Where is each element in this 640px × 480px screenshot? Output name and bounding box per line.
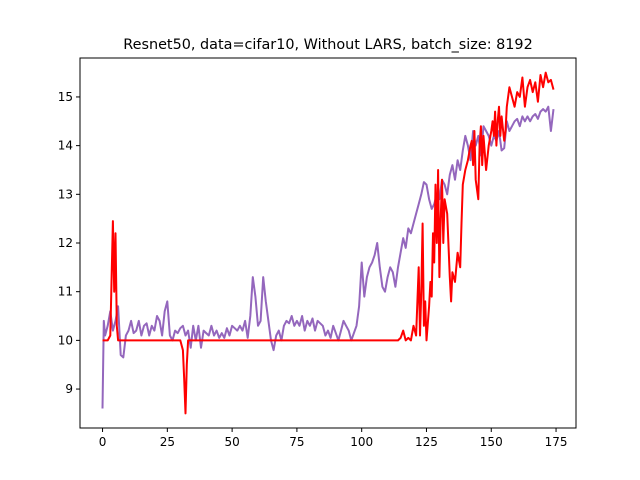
x-axis: 0 25 50 75 100 125 150 175 <box>99 428 568 449</box>
x-tick-label: 175 <box>545 435 568 449</box>
y-tick-label: 14 <box>58 139 73 153</box>
x-tick-label: 150 <box>480 435 503 449</box>
y-tick-label: 10 <box>58 333 73 347</box>
y-axis: 9 10 11 12 13 14 15 <box>58 90 80 396</box>
y-tick-label: 13 <box>58 187 73 201</box>
x-tick-label: 100 <box>350 435 373 449</box>
plot-frame <box>79 57 577 429</box>
purple-series-line <box>101 105 555 409</box>
x-tick-label: 0 <box>99 435 107 449</box>
y-tick-label: 12 <box>58 236 73 250</box>
y-tick-label: 15 <box>58 90 73 104</box>
x-tick-label: 125 <box>415 435 438 449</box>
y-tick-label: 11 <box>58 285 73 299</box>
plot-lines <box>101 71 555 415</box>
red-series-line <box>102 71 555 415</box>
chart-title: Resnet50, data=cifar10, Without LARS, ba… <box>123 37 533 53</box>
x-tick-label: 50 <box>224 435 239 449</box>
y-tick-label: 9 <box>65 382 73 396</box>
x-tick-label: 25 <box>160 435 175 449</box>
x-tick-label: 75 <box>289 435 304 449</box>
